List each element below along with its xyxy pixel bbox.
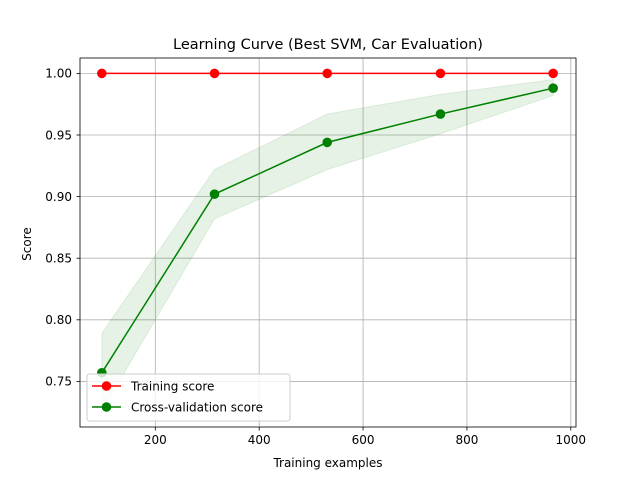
x-tick-label-0: 200 — [144, 433, 167, 447]
legend-label-0: Training score — [130, 380, 214, 394]
x-tick-label-1: 400 — [248, 433, 271, 447]
series-0-point-1 — [209, 68, 220, 79]
x-axis-title: Training examples — [272, 456, 382, 470]
series-1-point-2 — [322, 137, 333, 148]
y-tick-label-4: 0.95 — [45, 128, 72, 142]
series-0-point-0 — [97, 68, 107, 79]
series-1-point-1 — [209, 189, 220, 199]
axes-frame — [79, 57, 577, 428]
x-tick-label-2: 600 — [352, 433, 375, 447]
legend-marker-1 — [101, 402, 112, 412]
series-1-point-3 — [435, 109, 446, 119]
y-tick-label-1: 0.80 — [45, 313, 72, 327]
chart-title: Learning Curve (Best SVM, Car Evaluation… — [173, 37, 483, 53]
y-tick-label-5: 1.00 — [45, 67, 72, 81]
series-0-point-3 — [435, 68, 446, 79]
plot-area: 200 400 600 800 1000 0.75 0.80 0.85 0.90 0.95 1.00… — [45, 57, 587, 447]
y-tick-label-3: 0.90 — [45, 190, 72, 204]
legend-marker-0 — [101, 381, 112, 391]
y-axis-title: Score — [20, 227, 34, 261]
x-tick-label-3: 800 — [455, 433, 478, 447]
series-1-point-4 — [548, 83, 558, 93]
x-tick-label-4: 1000 — [556, 433, 587, 447]
legend-box — [86, 373, 291, 422]
series-0-point-4 — [548, 68, 558, 79]
legend: Training score Cross-validation score — [86, 373, 291, 422]
series-0-point-2 — [322, 68, 333, 79]
y-tick-label-0: 0.75 — [45, 375, 72, 389]
legend-label-1: Cross-validation score — [131, 401, 263, 415]
y-tick-label-2: 0.85 — [45, 252, 72, 266]
